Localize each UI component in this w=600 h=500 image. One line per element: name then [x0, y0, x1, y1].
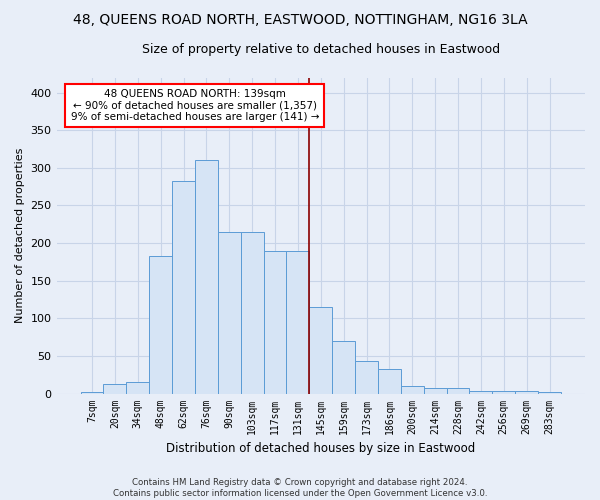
Bar: [538, 392, 561, 394]
Bar: [446, 388, 469, 394]
Bar: [149, 256, 172, 394]
Bar: [80, 392, 103, 394]
Bar: [469, 390, 493, 394]
Bar: [241, 232, 263, 394]
Bar: [263, 250, 286, 394]
Bar: [493, 392, 515, 394]
Bar: [401, 386, 424, 394]
Bar: [378, 370, 401, 394]
Bar: [286, 250, 310, 394]
Bar: [332, 341, 355, 394]
Bar: [515, 392, 538, 394]
Y-axis label: Number of detached properties: Number of detached properties: [15, 148, 25, 323]
Text: 48 QUEENS ROAD NORTH: 139sqm
← 90% of detached houses are smaller (1,357)
9% of : 48 QUEENS ROAD NORTH: 139sqm ← 90% of de…: [71, 89, 319, 122]
Bar: [172, 180, 195, 394]
Bar: [103, 384, 127, 394]
Bar: [218, 232, 241, 394]
Bar: [424, 388, 446, 394]
Bar: [310, 307, 332, 394]
Text: 48, QUEENS ROAD NORTH, EASTWOOD, NOTTINGHAM, NG16 3LA: 48, QUEENS ROAD NORTH, EASTWOOD, NOTTING…: [73, 12, 527, 26]
Bar: [195, 160, 218, 394]
Title: Size of property relative to detached houses in Eastwood: Size of property relative to detached ho…: [142, 42, 500, 56]
X-axis label: Distribution of detached houses by size in Eastwood: Distribution of detached houses by size …: [166, 442, 475, 455]
Bar: [355, 361, 378, 394]
Bar: [127, 382, 149, 394]
Text: Contains HM Land Registry data © Crown copyright and database right 2024.
Contai: Contains HM Land Registry data © Crown c…: [113, 478, 487, 498]
